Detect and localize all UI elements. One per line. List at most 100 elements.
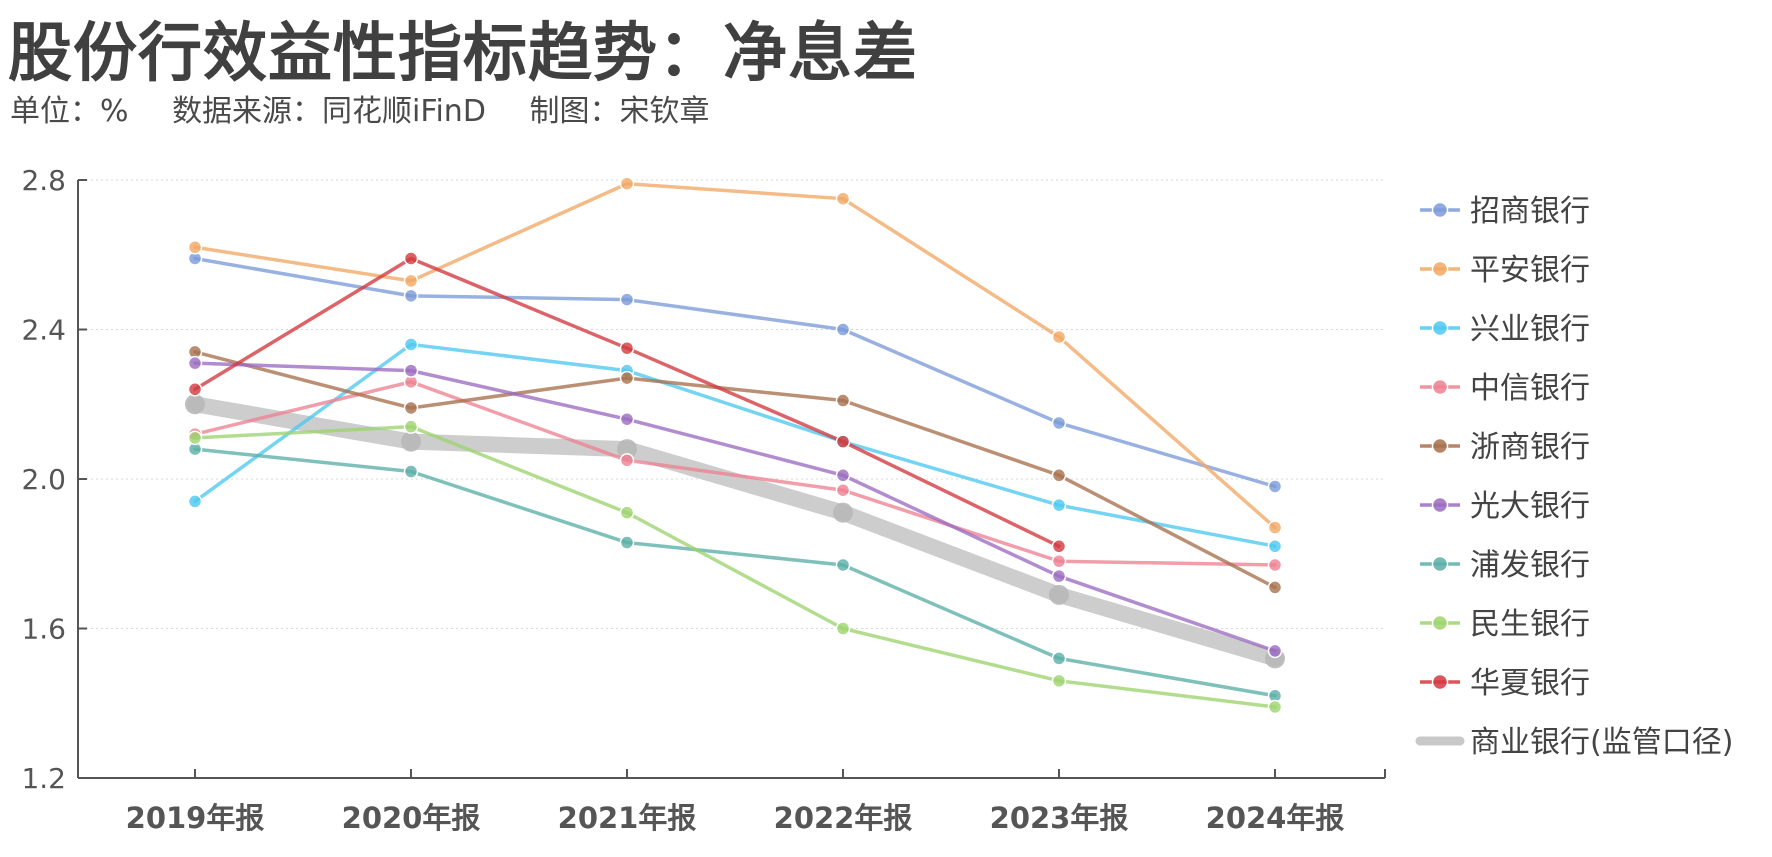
legend-label: 民生银行 (1470, 607, 1590, 642)
data-point (619, 505, 635, 520)
data-point (1267, 557, 1283, 573)
axis-layer: 1.2 1.6 2.0 2.4 2.8 2019年报 2020年报 2021年报 2022年报 2… (21, 164, 1386, 835)
data-point (835, 621, 851, 636)
data-point (401, 431, 421, 452)
data-point (187, 430, 203, 446)
x-tick-label: 2024年报 (1206, 801, 1345, 835)
legend-item: 浙商银行 (1420, 430, 1590, 465)
legend-swatch-marker (1431, 260, 1449, 278)
legend: 招商银行平安银行兴业银行中信银行浙商银行光大银行浦发银行民生银行华夏银行商业银行… (1415, 194, 1733, 760)
data-point (835, 191, 851, 206)
x-tick-label: 2019年报 (126, 801, 265, 835)
data-point (619, 292, 635, 307)
legend-swatch-marker (1431, 437, 1449, 455)
legend-swatch-marker (1431, 555, 1449, 573)
legend-item: 中信银行 (1420, 371, 1590, 406)
data-point (619, 340, 635, 356)
x-tick-label: 2020年报 (342, 801, 481, 835)
data-point (187, 240, 203, 255)
data-point (403, 251, 419, 266)
data-point (1051, 415, 1067, 431)
legend-item: 民生银行 (1420, 607, 1590, 642)
data-point (1267, 580, 1283, 595)
series-0 (187, 251, 1283, 494)
legend-item: 商业银行(监管口径) (1415, 725, 1733, 760)
x-tick-label: 2022年报 (774, 801, 913, 835)
data-point (403, 363, 419, 378)
series-line (193, 447, 1277, 698)
x-tick-label: 2023年报 (990, 801, 1129, 835)
legend-label: 浦发银行 (1470, 548, 1590, 583)
legend-swatch-marker (1431, 614, 1449, 632)
y-tick-label: 1.2 (21, 762, 66, 795)
data-point (619, 176, 635, 191)
series-line (193, 380, 1277, 567)
legend-item: 浦发银行 (1420, 548, 1590, 583)
data-point (619, 453, 635, 468)
data-point (619, 370, 635, 386)
data-point (835, 468, 851, 483)
legend-label: 浙商银行 (1470, 430, 1590, 465)
data-point (833, 502, 853, 523)
series-layer (185, 176, 1285, 715)
y-tick-label: 1.6 (21, 613, 66, 646)
data-point (835, 482, 851, 498)
legend-label: 商业银行(监管口径) (1470, 725, 1733, 760)
data-point (187, 494, 203, 509)
data-point (835, 322, 851, 337)
series-8 (187, 251, 1067, 554)
series-3 (187, 374, 1283, 573)
series-line (193, 181, 1277, 530)
data-point (835, 393, 851, 408)
series-line (193, 350, 1277, 590)
data-point (1051, 673, 1067, 689)
legend-label: 平安银行 (1470, 253, 1590, 288)
data-point (187, 355, 203, 371)
legend-label: 光大银行 (1470, 489, 1590, 524)
series-line (193, 256, 1277, 489)
data-point (403, 400, 419, 416)
data-point (403, 337, 419, 352)
data-point (403, 464, 419, 479)
data-point (1051, 651, 1067, 666)
data-point (1049, 584, 1069, 605)
data-point (1267, 699, 1283, 715)
series-line (187, 396, 1283, 667)
page-title: 股份行效益性指标趋势：净息差 (8, 17, 918, 91)
y-tick-label: 2.8 (21, 164, 66, 197)
series-5 (187, 355, 1283, 659)
legend-item: 华夏银行 (1420, 666, 1590, 701)
source-label: 数据来源：同花顺iFinD (172, 94, 486, 129)
legend-item: 招商银行 (1420, 194, 1590, 229)
series-line (193, 361, 1277, 653)
data-point (1051, 539, 1067, 554)
legend-swatch-marker (1431, 673, 1449, 691)
legend-item: 兴业银行 (1420, 312, 1590, 347)
data-point (617, 439, 637, 460)
legend-swatch-marker (1431, 378, 1449, 396)
data-point (1051, 468, 1067, 483)
series-1 (187, 176, 1283, 535)
legend-item: 光大银行 (1420, 489, 1590, 524)
legend-label: 兴业银行 (1470, 312, 1590, 347)
series-7 (187, 419, 1283, 715)
series-line (193, 342, 1277, 549)
legend-swatch-marker (1431, 319, 1449, 337)
x-tick-label: 2021年报 (558, 801, 697, 835)
data-point (619, 411, 635, 427)
data-point (185, 394, 205, 415)
data-point (1051, 553, 1067, 569)
y-tick-label: 2.0 (21, 463, 66, 496)
data-point (1051, 568, 1067, 584)
legend-swatch-marker (1431, 201, 1449, 219)
legend-swatch-marker (1431, 496, 1449, 514)
series-9 (185, 394, 1285, 669)
data-point (835, 434, 851, 449)
data-point (403, 288, 419, 304)
data-point (1051, 329, 1067, 345)
data-point (835, 557, 851, 573)
series-4 (187, 344, 1283, 595)
data-point (619, 535, 635, 550)
data-point (187, 382, 203, 397)
